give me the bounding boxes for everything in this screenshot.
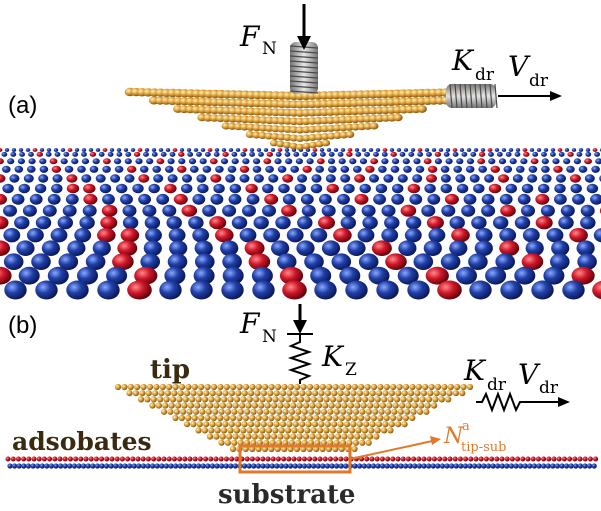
panel-b-layers: [5, 456, 599, 469]
panel-b-drive-spring: [476, 391, 524, 413]
panel-a-force-symbol: F: [239, 20, 261, 53]
panel-a-normal-spring: [289, 42, 319, 94]
panel-a-tip: [124, 87, 476, 151]
panel-a-label: (a): [8, 92, 37, 119]
panel-a-drive-spring: [446, 83, 498, 109]
contact-pointer-arrow: [349, 436, 441, 460]
panel-b-force-symbol: F: [239, 307, 261, 340]
contact-symbol: N: [443, 424, 464, 449]
panel-b-velocity-symbol: V: [518, 358, 541, 391]
panel-b: (b) F N K Z K dr V dr tip adsoba: [5, 304, 599, 510]
panel-b-velocity-subscript: dr: [539, 378, 559, 398]
panel-b-kdr-subscript: dr: [487, 375, 507, 395]
panel-a-velocity-subscript: dr: [529, 71, 549, 91]
panel-b-kz-subscript: Z: [345, 360, 357, 380]
panel-b-vertical-spring: [287, 334, 313, 384]
panel-a-spring-subscript: dr: [475, 65, 495, 85]
adsorbates-label: adsobates: [12, 427, 152, 456]
panel-a: (a) F N K dr V dr: [0, 4, 601, 300]
panel-b-kz-symbol: K: [321, 340, 345, 373]
panel-b-force-arrow: [287, 304, 313, 335]
panel-a-velocity-arrow: [498, 91, 562, 101]
panel-a-velocity-symbol: V: [508, 50, 531, 83]
panel-a-force-arrow: [297, 4, 311, 50]
panel-a-spring-symbol: K: [451, 44, 475, 77]
panel-a-force-subscript: N: [262, 39, 277, 59]
panel-b-label: (b): [8, 312, 37, 339]
panel-b-velocity-arrow: [524, 397, 570, 407]
contact-subscript: tip-sub: [461, 440, 506, 455]
substrate-label: substrate: [218, 480, 355, 510]
panel-b-force-subscript: N: [262, 327, 277, 347]
panel-b-kdr-symbol: K: [463, 354, 487, 387]
tip-label: tip: [150, 355, 190, 385]
panel-b-tip: [114, 383, 474, 453]
panel-a-substrate: [0, 148, 601, 300]
contact-superscript: a: [462, 419, 470, 434]
